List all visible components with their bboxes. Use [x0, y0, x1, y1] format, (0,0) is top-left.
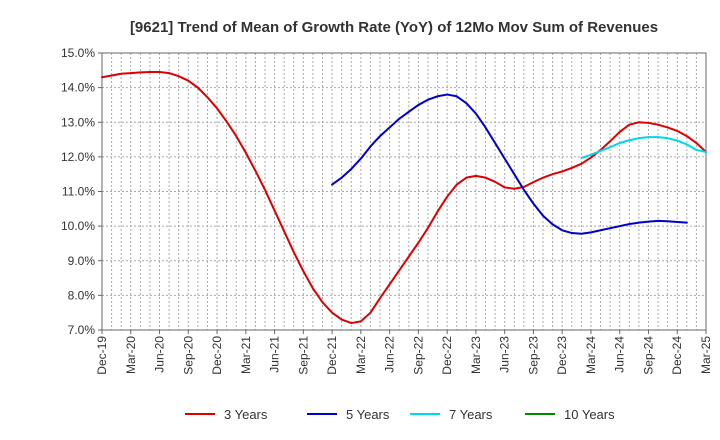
x-tick-label: Sep-21: [296, 336, 310, 375]
y-tick-label: 14.0%: [61, 81, 95, 95]
x-tick-label: Dec-21: [325, 336, 339, 375]
series-line-5-years: [331, 93, 688, 235]
y-tick-label: 9.0%: [68, 254, 96, 268]
y-tick-label: 7.0%: [68, 323, 96, 337]
y-tick-label: 10.0%: [61, 219, 95, 233]
x-tick-label: Mar-25: [699, 336, 713, 374]
legend-label: 7 Years: [449, 407, 493, 422]
x-tick-label: Jun-21: [268, 336, 282, 373]
x-tick-label: Mar-20: [124, 336, 138, 374]
x-axis: Dec-19 Mar-20 Jun-20 Sep-20 Dec-20 Mar-21 Jun-…: [95, 330, 713, 375]
x-tick-label: Sep-22: [411, 336, 425, 375]
grid: [102, 53, 706, 330]
x-tick-label: Jun-24: [613, 336, 627, 373]
x-tick-label: Sep-23: [526, 336, 540, 375]
series-line-3-years: [101, 71, 707, 325]
x-tick-label: Dec-23: [555, 336, 569, 375]
legend-label: 5 Years: [346, 407, 390, 422]
legend: 3 Years 5 Years 7 Years 10 Years: [185, 407, 615, 422]
y-tick-label: 12.0%: [61, 150, 95, 164]
x-tick-label: Sep-24: [641, 336, 655, 375]
y-tick-label: 8.0%: [68, 288, 96, 302]
x-tick-label: Dec-24: [670, 336, 684, 375]
x-tick-label: Jun-20: [153, 336, 167, 373]
y-tick-label: 15.0%: [61, 46, 95, 60]
y-tick-label: 13.0%: [61, 115, 95, 129]
x-tick-label: Sep-20: [181, 336, 195, 375]
x-tick-label: Mar-24: [584, 336, 598, 374]
x-tick-label: Mar-21: [239, 336, 253, 374]
series-line-7-years: [580, 136, 707, 159]
x-tick-label: Jun-22: [383, 336, 397, 373]
x-tick-label: Mar-22: [354, 336, 368, 374]
y-axis: 7.0% 8.0% 9.0% 10.0% 11.0% 12.0% 13.0% 14.0% 15.…: [61, 46, 102, 337]
legend-label: 10 Years: [564, 407, 615, 422]
y-tick-label: 11.0%: [62, 185, 95, 199]
x-tick-label: Mar-23: [469, 336, 483, 374]
series-lines: [101, 71, 707, 325]
chart-title: [9621] Trend of Mean of Growth Rate (YoY…: [130, 19, 658, 36]
x-tick-label: Dec-22: [440, 336, 454, 375]
x-tick-label: Dec-19: [95, 336, 109, 375]
x-tick-label: Jun-23: [498, 336, 512, 373]
x-tick-label: Dec-20: [210, 336, 224, 375]
legend-label: 3 Years: [224, 407, 268, 422]
